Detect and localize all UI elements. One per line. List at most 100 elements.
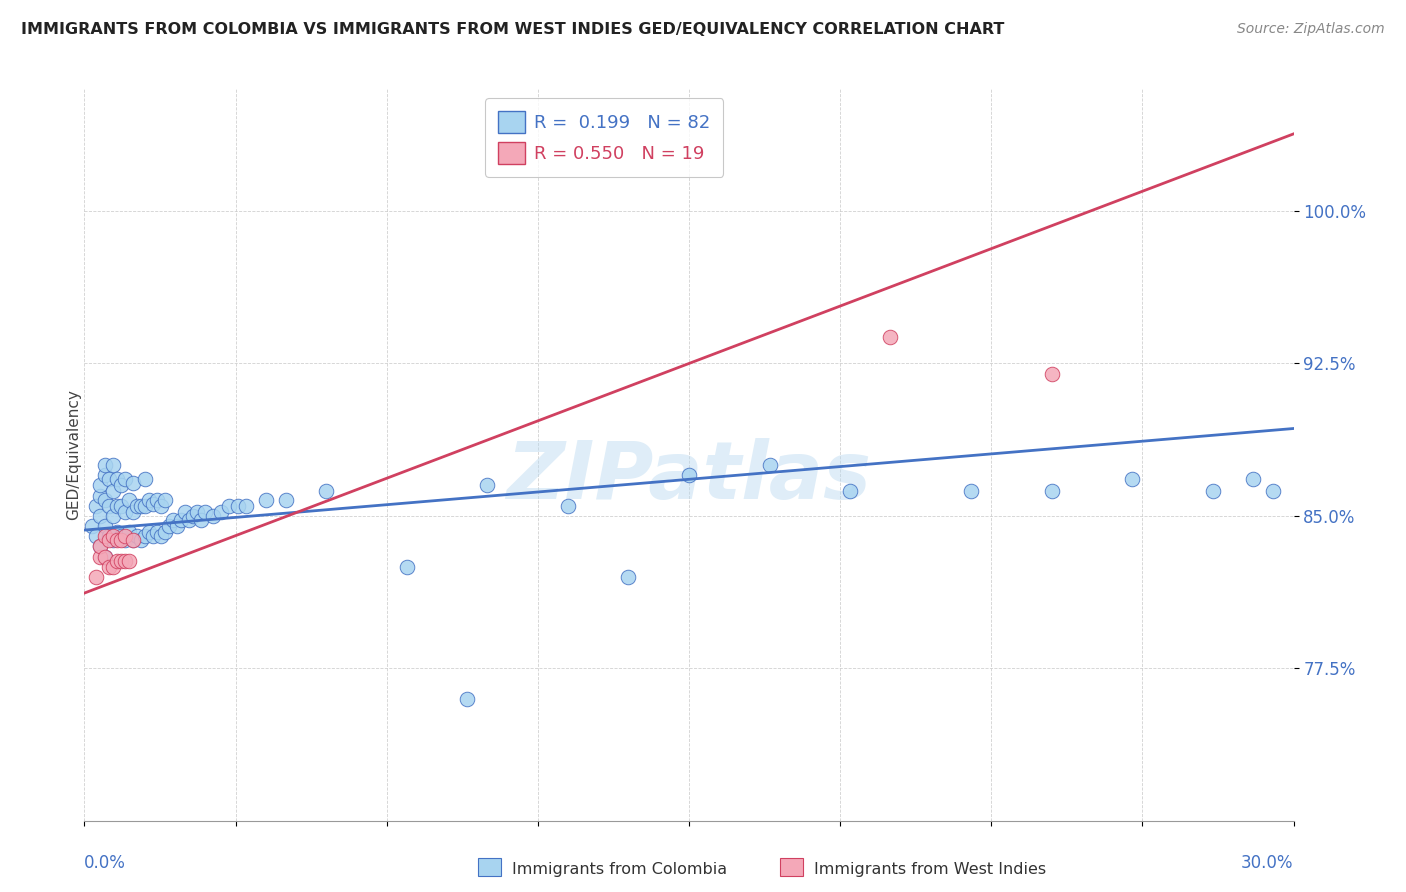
Point bbox=[89, 540, 111, 554]
Point bbox=[118, 553, 141, 567]
Point bbox=[105, 525, 128, 540]
Point bbox=[1040, 484, 1063, 499]
Point bbox=[226, 499, 249, 513]
Point bbox=[118, 492, 141, 507]
Point bbox=[235, 499, 257, 513]
Point bbox=[134, 472, 156, 486]
Point bbox=[839, 484, 862, 499]
Point bbox=[114, 529, 136, 543]
Point bbox=[153, 492, 176, 507]
Point bbox=[179, 513, 201, 527]
Point bbox=[274, 492, 297, 507]
Text: Immigrants from Colombia: Immigrants from Colombia bbox=[512, 863, 727, 877]
Point bbox=[678, 468, 700, 483]
Point bbox=[209, 505, 232, 519]
Point bbox=[97, 499, 120, 513]
Point bbox=[101, 533, 124, 548]
Point bbox=[101, 559, 124, 574]
Point bbox=[82, 519, 104, 533]
Point bbox=[477, 478, 499, 492]
Point bbox=[146, 492, 169, 507]
Point bbox=[456, 691, 478, 706]
Point bbox=[254, 492, 277, 507]
Point bbox=[146, 525, 169, 540]
Point bbox=[617, 570, 640, 584]
Point bbox=[118, 525, 141, 540]
Point bbox=[879, 330, 901, 344]
Point bbox=[86, 570, 108, 584]
Point bbox=[138, 492, 160, 507]
Point bbox=[1040, 367, 1063, 381]
Point bbox=[97, 559, 120, 574]
Point bbox=[202, 508, 225, 523]
Point bbox=[129, 499, 152, 513]
Point bbox=[93, 519, 115, 533]
Point bbox=[1263, 484, 1285, 499]
Point bbox=[190, 513, 212, 527]
Point bbox=[93, 529, 115, 543]
Point bbox=[105, 533, 128, 548]
Point bbox=[101, 508, 124, 523]
Point bbox=[186, 505, 208, 519]
Y-axis label: GED/Equivalency: GED/Equivalency bbox=[66, 390, 80, 520]
Point bbox=[557, 499, 579, 513]
Point bbox=[181, 508, 204, 523]
Point bbox=[114, 472, 136, 486]
Point bbox=[315, 484, 337, 499]
Text: IMMIGRANTS FROM COLOMBIA VS IMMIGRANTS FROM WEST INDIES GED/EQUIVALENCY CORRELAT: IMMIGRANTS FROM COLOMBIA VS IMMIGRANTS F… bbox=[21, 22, 1004, 37]
Point bbox=[114, 505, 136, 519]
Point bbox=[134, 529, 156, 543]
Point bbox=[110, 529, 132, 543]
Point bbox=[218, 499, 240, 513]
Text: 0.0%: 0.0% bbox=[84, 854, 127, 871]
Point bbox=[125, 529, 148, 543]
Point bbox=[97, 529, 120, 543]
Point bbox=[101, 458, 124, 472]
Point bbox=[89, 478, 111, 492]
Point bbox=[89, 489, 111, 503]
Text: Immigrants from West Indies: Immigrants from West Indies bbox=[814, 863, 1046, 877]
Point bbox=[1121, 472, 1143, 486]
Point bbox=[93, 458, 115, 472]
Point bbox=[97, 472, 120, 486]
Point bbox=[134, 499, 156, 513]
Point bbox=[960, 484, 983, 499]
Point bbox=[149, 529, 172, 543]
Point bbox=[110, 478, 132, 492]
Point bbox=[105, 553, 128, 567]
Point bbox=[93, 468, 115, 483]
Text: Source: ZipAtlas.com: Source: ZipAtlas.com bbox=[1237, 22, 1385, 37]
Point bbox=[142, 529, 165, 543]
Point bbox=[93, 549, 115, 564]
Point bbox=[125, 499, 148, 513]
Point bbox=[101, 484, 124, 499]
Point bbox=[166, 519, 188, 533]
Point bbox=[121, 505, 143, 519]
Point bbox=[97, 533, 120, 548]
Point bbox=[170, 513, 193, 527]
Point bbox=[105, 499, 128, 513]
Text: ZIPatlas: ZIPatlas bbox=[506, 438, 872, 516]
Point bbox=[114, 553, 136, 567]
Point bbox=[1241, 472, 1264, 486]
Point bbox=[114, 533, 136, 548]
Point bbox=[142, 497, 165, 511]
Point bbox=[110, 553, 132, 567]
Point bbox=[121, 476, 143, 491]
Point bbox=[121, 533, 143, 548]
Legend: R =  0.199   N = 82, R = 0.550   N = 19: R = 0.199 N = 82, R = 0.550 N = 19 bbox=[485, 98, 723, 177]
Point bbox=[129, 533, 152, 548]
Point bbox=[86, 499, 108, 513]
Point bbox=[89, 549, 111, 564]
Point bbox=[395, 559, 418, 574]
Point bbox=[93, 492, 115, 507]
Point bbox=[89, 508, 111, 523]
Point bbox=[89, 540, 111, 554]
Point bbox=[121, 533, 143, 548]
Point bbox=[93, 549, 115, 564]
Point bbox=[153, 525, 176, 540]
Point bbox=[162, 513, 184, 527]
Point bbox=[157, 519, 180, 533]
Text: 30.0%: 30.0% bbox=[1241, 854, 1294, 871]
Point bbox=[110, 533, 132, 548]
